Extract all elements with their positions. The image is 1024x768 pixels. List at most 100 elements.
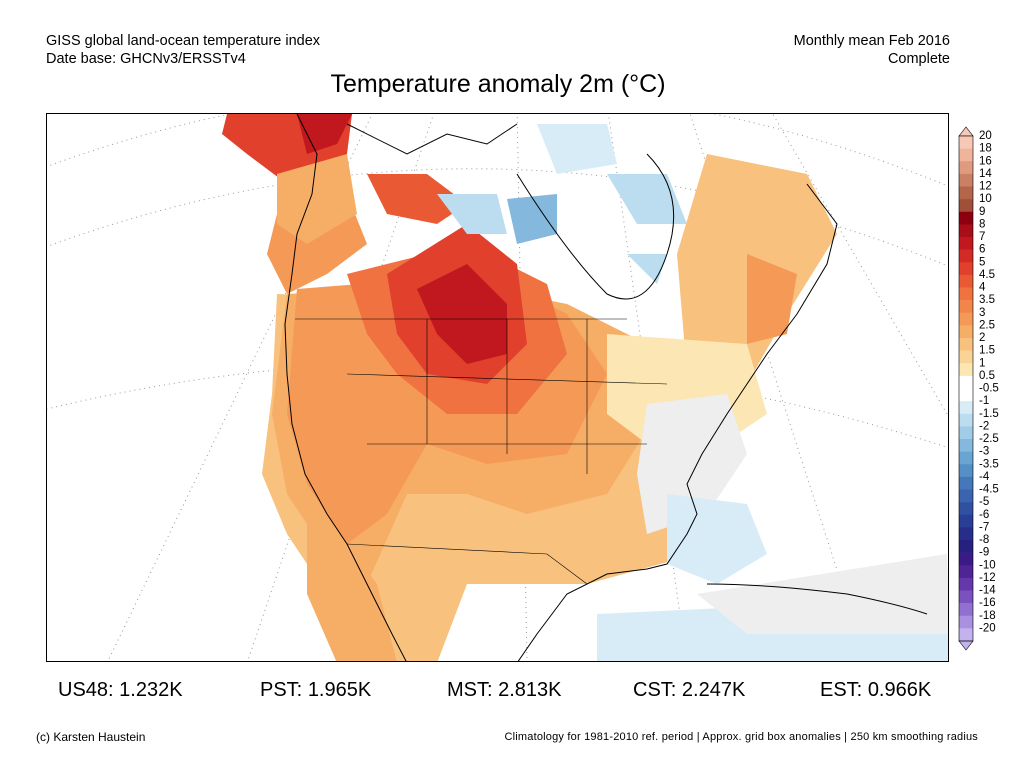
colorbar-tick-label: 3: [979, 307, 985, 319]
field-warm-6: [417, 264, 507, 364]
coastlines: [284, 114, 928, 661]
stat-est: EST: 0.966K: [820, 679, 931, 702]
colorbar-swatch: [959, 426, 973, 440]
borders: [295, 318, 668, 585]
colorbar-tick-label: 7: [979, 231, 985, 243]
stat-us48: US48: 1.232K: [58, 679, 183, 702]
colorbar-swatch: [959, 237, 973, 250]
colorbar-tick-label: 9: [979, 206, 985, 218]
colorbar-tick-label: -10: [979, 559, 996, 571]
colorbar-tick-label: 16: [979, 155, 992, 167]
period-label: Monthly mean Feb 2016: [793, 33, 950, 49]
colorbar-tick-label: -14: [979, 585, 996, 597]
colorbar-swatch: [959, 224, 973, 238]
colorbar-tick-label: 3.5: [979, 294, 995, 306]
colorbar-swatch: [959, 590, 973, 604]
stat-label: CST:: [633, 679, 677, 701]
stat-label: MST:: [447, 679, 493, 701]
stat-label: EST:: [820, 679, 863, 701]
colorbar-bottom-arrow: [958, 640, 974, 651]
colorbar-tick-label: -12: [979, 572, 996, 584]
stat-mst: MST: 2.813K: [447, 679, 562, 702]
colorbar-tick-label: -6: [979, 509, 989, 521]
status-label: Complete: [887, 51, 950, 67]
colorbar-tick-label: 1.5: [979, 345, 995, 357]
header-left: GISS global land-ocean temperature index…: [46, 32, 320, 68]
colorbar-swatch: [959, 401, 973, 415]
field-north-cool-1: [507, 194, 557, 244]
colorbar-tick-label: 10: [979, 193, 992, 205]
colorbar-swatch: [959, 603, 973, 617]
colorbar-swatch: [959, 148, 973, 162]
colorbar-swatch: [959, 439, 973, 452]
field-hudson-warm: [367, 174, 467, 224]
colorbar-swatch: [959, 540, 973, 553]
colorbar-frame: [958, 135, 974, 642]
stat-label: US48:: [58, 679, 114, 701]
field-florida-cool: [667, 494, 767, 584]
colorbar-swatch: [959, 464, 973, 478]
field-bc: [277, 154, 357, 244]
colorbar-tick-label: 6: [979, 244, 985, 256]
colorbar-tick-label: -20: [979, 622, 996, 634]
field-alaska-hot: [297, 114, 352, 154]
stat-value: 0.966K: [867, 679, 932, 701]
colorbar-swatch: [959, 211, 973, 225]
colorbar-swatch: [959, 300, 973, 314]
field-north-cool-4: [537, 124, 617, 174]
colorbar-tick-label: -0.5: [979, 383, 999, 395]
colorbar-swatch: [959, 552, 973, 566]
stat-value: 2.813K: [498, 679, 562, 701]
colorbar-tick-label: -9: [979, 547, 989, 559]
stat-value: 2.247K: [681, 679, 746, 701]
colorbar-swatch: [959, 375, 973, 389]
colorbar-swatch: [959, 451, 973, 465]
colorbar-top-arrow: [958, 126, 974, 137]
colorbar-swatch: [959, 262, 973, 276]
colorbar-tick-label: 8: [979, 218, 985, 230]
header-right: Monthly mean Feb 2016 Complete: [794, 32, 950, 68]
colorbar-swatch: [959, 514, 973, 528]
colorbar-tick-label: 20: [979, 130, 992, 142]
methodology-note: Climatology for 1981-2010 ref. period | …: [504, 731, 978, 743]
colorbar-tick-label: -4.5: [979, 484, 999, 496]
colorbar-tick-label: -3: [979, 446, 989, 458]
colorbar-tick-label: -8: [979, 534, 989, 546]
colorbar-tick-label: -7: [979, 521, 989, 533]
colorbar-swatch: [959, 476, 973, 490]
colorbar-swatch: [959, 527, 973, 541]
colorbar-swatch: [959, 312, 973, 326]
colorbar-swatch: [959, 173, 973, 187]
regional-stats: US48: 1.232K PST: 1.965K MST: 2.813K CST…: [0, 679, 1024, 705]
stat-label: PST:: [260, 679, 303, 701]
colorbar-swatch: [959, 577, 973, 591]
colorbar-tick-label: -1.5: [979, 408, 999, 420]
anomaly-map: [47, 114, 948, 661]
colorbar-swatch: [959, 274, 973, 288]
colorbar-tick-label: -2.5: [979, 433, 999, 445]
colorbar-tick-label: -1: [979, 395, 989, 407]
copyright: (c) Karsten Haustein: [36, 730, 146, 744]
colorbar-tick-label: 4: [979, 282, 986, 294]
colorbar-swatch: [959, 413, 973, 427]
colorbar-swatch: [959, 287, 973, 301]
colorbar-swatch: [959, 350, 973, 364]
colorbar-tick-label: -18: [979, 610, 996, 622]
colorbar-tick-label: 2.5: [979, 319, 995, 331]
colorbar-swatch: [959, 136, 973, 149]
colorbar-tick-label: 0.5: [979, 370, 995, 382]
stat-cst: CST: 2.247K: [633, 679, 745, 702]
field-southeast-neutral: [637, 394, 747, 534]
colorbar-swatch: [959, 199, 973, 213]
map-title: Temperature anomaly 2m (°C): [330, 70, 666, 98]
colorbar: 201816141210987654.543.532.521.510.5-0.5…: [958, 126, 999, 651]
stat-value: 1.232K: [119, 679, 183, 701]
colorbar-tick-label: 4.5: [979, 269, 995, 281]
colorbar-swatch: [959, 388, 973, 402]
colorbar-swatch: [959, 363, 973, 377]
colorbar-tick-label: 14: [979, 168, 992, 180]
field-north-cool-3: [607, 174, 687, 224]
colorbar-swatch: [959, 615, 973, 629]
anomaly-fields: [222, 114, 948, 661]
map-panel: [46, 113, 949, 662]
